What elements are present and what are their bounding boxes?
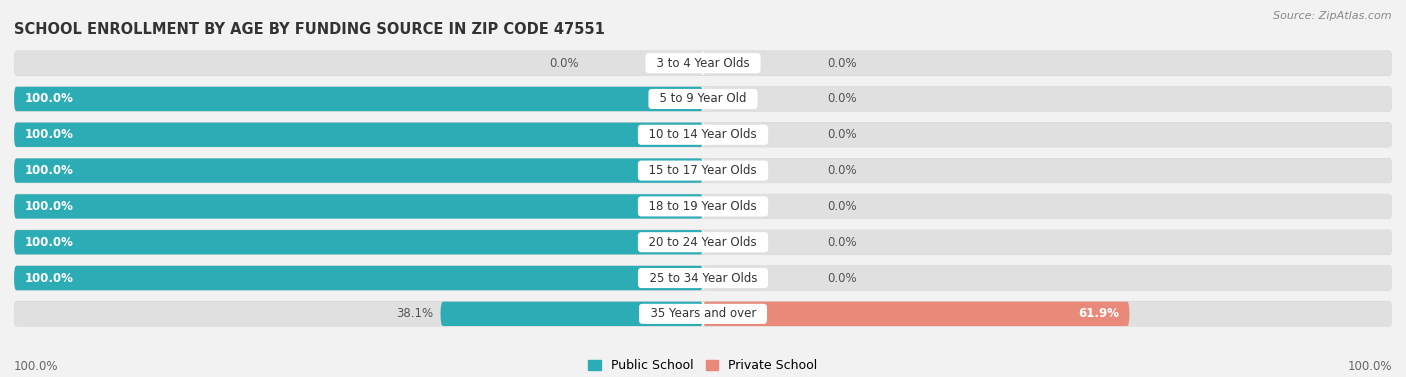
Text: 20 to 24 Year Olds: 20 to 24 Year Olds (641, 236, 765, 249)
Text: 100.0%: 100.0% (24, 236, 73, 249)
FancyBboxPatch shape (14, 302, 703, 326)
Text: 0.0%: 0.0% (550, 57, 579, 70)
Text: 10 to 14 Year Olds: 10 to 14 Year Olds (641, 128, 765, 141)
FancyBboxPatch shape (14, 51, 703, 75)
Text: 18 to 19 Year Olds: 18 to 19 Year Olds (641, 200, 765, 213)
FancyBboxPatch shape (14, 87, 703, 111)
FancyBboxPatch shape (703, 158, 1392, 183)
Text: 61.9%: 61.9% (1078, 307, 1119, 320)
FancyBboxPatch shape (14, 266, 1392, 290)
FancyBboxPatch shape (14, 158, 1392, 183)
FancyBboxPatch shape (14, 87, 1392, 111)
Text: 100.0%: 100.0% (24, 200, 73, 213)
Text: 100.0%: 100.0% (24, 271, 73, 285)
FancyBboxPatch shape (14, 230, 703, 254)
Text: 100.0%: 100.0% (24, 164, 73, 177)
FancyBboxPatch shape (14, 302, 1392, 326)
Text: SCHOOL ENROLLMENT BY AGE BY FUNDING SOURCE IN ZIP CODE 47551: SCHOOL ENROLLMENT BY AGE BY FUNDING SOUR… (14, 22, 605, 37)
FancyBboxPatch shape (703, 230, 1392, 254)
Text: 0.0%: 0.0% (827, 92, 856, 106)
Text: 5 to 9 Year Old: 5 to 9 Year Old (652, 92, 754, 106)
Text: 15 to 17 Year Olds: 15 to 17 Year Olds (641, 164, 765, 177)
Text: Source: ZipAtlas.com: Source: ZipAtlas.com (1274, 11, 1392, 21)
FancyBboxPatch shape (14, 158, 703, 183)
FancyBboxPatch shape (703, 123, 1392, 147)
Text: 100.0%: 100.0% (1347, 360, 1392, 373)
Text: 100.0%: 100.0% (24, 92, 73, 106)
Text: 38.1%: 38.1% (396, 307, 433, 320)
FancyBboxPatch shape (703, 194, 1392, 219)
Text: 0.0%: 0.0% (827, 57, 856, 70)
Text: 100.0%: 100.0% (14, 360, 59, 373)
Text: 0.0%: 0.0% (827, 271, 856, 285)
Text: 0.0%: 0.0% (827, 200, 856, 213)
Text: 100.0%: 100.0% (24, 128, 73, 141)
FancyBboxPatch shape (703, 302, 1392, 326)
FancyBboxPatch shape (14, 230, 703, 254)
FancyBboxPatch shape (14, 51, 1392, 75)
FancyBboxPatch shape (14, 123, 703, 147)
FancyBboxPatch shape (703, 51, 1392, 75)
FancyBboxPatch shape (440, 302, 703, 326)
Text: 0.0%: 0.0% (827, 164, 856, 177)
FancyBboxPatch shape (14, 194, 1392, 219)
FancyBboxPatch shape (14, 123, 1392, 147)
FancyBboxPatch shape (14, 123, 703, 147)
Text: 3 to 4 Year Olds: 3 to 4 Year Olds (650, 57, 756, 70)
FancyBboxPatch shape (14, 266, 703, 290)
Text: 0.0%: 0.0% (827, 128, 856, 141)
Text: 25 to 34 Year Olds: 25 to 34 Year Olds (641, 271, 765, 285)
FancyBboxPatch shape (14, 158, 703, 183)
FancyBboxPatch shape (703, 266, 1392, 290)
FancyBboxPatch shape (14, 194, 703, 219)
Text: 35 Years and over: 35 Years and over (643, 307, 763, 320)
FancyBboxPatch shape (703, 87, 1392, 111)
FancyBboxPatch shape (703, 302, 1129, 326)
FancyBboxPatch shape (14, 87, 703, 111)
Text: 0.0%: 0.0% (827, 236, 856, 249)
FancyBboxPatch shape (14, 230, 1392, 254)
FancyBboxPatch shape (14, 194, 703, 219)
FancyBboxPatch shape (14, 266, 703, 290)
Legend: Public School, Private School: Public School, Private School (583, 354, 823, 377)
